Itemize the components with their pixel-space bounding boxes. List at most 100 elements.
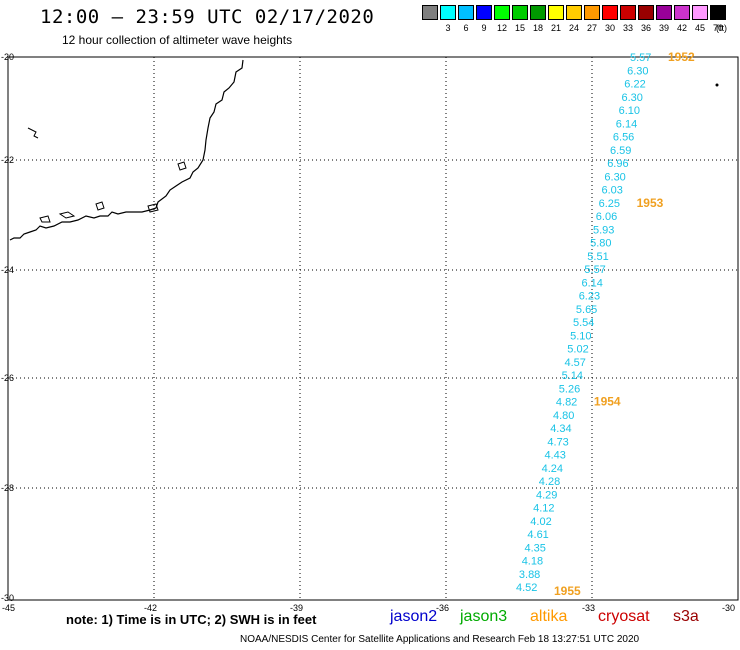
legend-label: 24	[568, 23, 579, 33]
map-frame	[7, 56, 739, 601]
swh-value-label: 3.88	[519, 569, 540, 581]
swh-value-label: 4.73	[547, 436, 568, 448]
swh-value-label: 5.26	[559, 383, 580, 395]
swh-value-label: 6.23	[579, 291, 600, 303]
swh-value-label: 4.80	[553, 410, 574, 422]
swh-value-label: 4.29	[536, 489, 557, 501]
swh-value-label: 5.02	[567, 344, 588, 356]
legend-label: 45	[694, 23, 705, 33]
swh-value-label: 6.59	[610, 145, 631, 157]
lon-tick-label: -30	[722, 603, 735, 613]
island-marker	[715, 83, 719, 87]
swh-value-label: 5.10	[570, 330, 591, 342]
map-title: 12:00 – 23:59 UTC 02/17/2020	[40, 6, 375, 28]
swh-value-label: 4.18	[522, 556, 543, 568]
swh-value-label: 4.28	[539, 476, 560, 488]
lon-tick-label: -42	[144, 603, 157, 613]
swh-value-label: 4.02	[530, 516, 551, 528]
legend-label: 9	[481, 23, 487, 33]
pass-time-label: 1953	[637, 196, 664, 210]
grid-lines	[8, 57, 738, 600]
swh-value-label: 6.10	[619, 105, 640, 117]
lon-tick-label: -33	[582, 603, 595, 613]
legend-label: 3	[445, 23, 451, 33]
legend-swatch	[620, 5, 636, 20]
legend-label: 36	[640, 23, 651, 33]
lon-tick-label: -45	[2, 603, 15, 613]
legend-label: 30	[604, 23, 615, 33]
lat-tick-label: -30	[1, 593, 14, 603]
swh-value-label: 4.52	[516, 582, 537, 594]
satellite-label: cryosat	[598, 608, 650, 625]
swh-value-label: 6.14	[616, 118, 637, 130]
swh-value-label: 4.82	[556, 397, 577, 409]
swh-value-label: 5.65	[576, 304, 597, 316]
swh-value-label: 4.61	[527, 529, 548, 541]
swh-value-label: 5.51	[587, 251, 608, 263]
coastline	[9, 59, 244, 241]
legend-swatch	[440, 5, 456, 20]
swh-value-label: 6.25	[599, 198, 620, 210]
lat-tick-label: -24	[1, 265, 14, 275]
legend-swatch	[458, 5, 474, 20]
axis-labels: -45 -42 -39 -36 -33 -30 -20 -22 -24 -26 -28 -30	[1, 52, 735, 613]
swh-value-label: 5.80	[590, 238, 611, 250]
swh-value-label: 4.34	[550, 423, 571, 435]
swh-value-label: 4.43	[545, 450, 566, 462]
lon-tick-label: -39	[290, 603, 303, 613]
swh-value-label: 6.22	[624, 79, 645, 91]
legend-unit: (ft)	[716, 23, 727, 33]
swh-value-label: 5.57	[630, 52, 651, 64]
swh-value-label: 6.14	[582, 277, 603, 289]
pass-time-label: 1955	[554, 584, 581, 598]
legend-label: 6	[463, 23, 469, 33]
legend-label: 18	[532, 23, 543, 33]
legend-label: 15	[514, 23, 525, 33]
legend-swatch	[602, 5, 618, 20]
legend-label: 70	[712, 23, 723, 33]
satellite-label: s3a	[673, 608, 699, 625]
legend-swatch	[494, 5, 510, 20]
pass-time-label: 1954	[594, 395, 621, 409]
legend-label: 39	[658, 23, 669, 33]
swh-value-label: 6.30	[622, 92, 643, 104]
legend-label: 27	[586, 23, 597, 33]
legend-swatch	[710, 5, 726, 20]
swh-value-label: 6.96	[607, 158, 628, 170]
satellite-label: jason2	[390, 608, 438, 625]
legend-swatch	[548, 5, 564, 20]
legend-swatch	[692, 5, 708, 20]
legend-label: 12	[496, 23, 507, 33]
legend-swatch	[638, 5, 654, 20]
swh-value-label: 6.30	[627, 65, 648, 77]
legend-swatch	[566, 5, 582, 20]
legend-swatch	[422, 5, 438, 20]
swh-track: 5.576.306.226.306.106.146.566.596.966.30…	[516, 52, 651, 594]
satellite-label: altika	[530, 608, 568, 625]
legend-swatch	[584, 5, 600, 20]
map-subtitle: 12 hour collection of altimeter wave hei…	[62, 33, 293, 47]
legend-swatch	[512, 5, 528, 20]
swh-value-label: 6.30	[604, 171, 625, 183]
footer-note: note: 1) Time is in UTC; 2) SWH is in fe…	[66, 612, 317, 627]
swh-value-label: 5.54	[573, 317, 594, 329]
lat-tick-label: -20	[1, 52, 14, 62]
footer-credit: NOAA/NESDIS Center for Satellite Applica…	[240, 634, 640, 645]
pass-time-label: 1952	[668, 50, 695, 64]
lat-tick-label: -26	[1, 373, 14, 383]
swh-value-label: 6.06	[596, 211, 617, 223]
lat-tick-label: -22	[1, 155, 14, 165]
color-legend: 3 6 9 12 15 18 21 24 27 30 33 36 39 42 45 70 (ft)	[422, 5, 732, 37]
swh-value-label: 6.56	[613, 132, 634, 144]
pass-time-labels: 1952 1953 1954 1955	[554, 50, 695, 598]
satellite-label: jason3	[460, 608, 508, 625]
legend-label: 21	[550, 23, 561, 33]
swh-value-label: 5.93	[593, 224, 614, 236]
legend-label: 33	[622, 23, 633, 33]
swh-value-label: 5.57	[584, 264, 605, 276]
legend-swatch	[476, 5, 492, 20]
lon-tick-label: -36	[436, 603, 449, 613]
swh-value-label: 6.03	[602, 185, 623, 197]
coastline-islands	[27, 127, 187, 223]
